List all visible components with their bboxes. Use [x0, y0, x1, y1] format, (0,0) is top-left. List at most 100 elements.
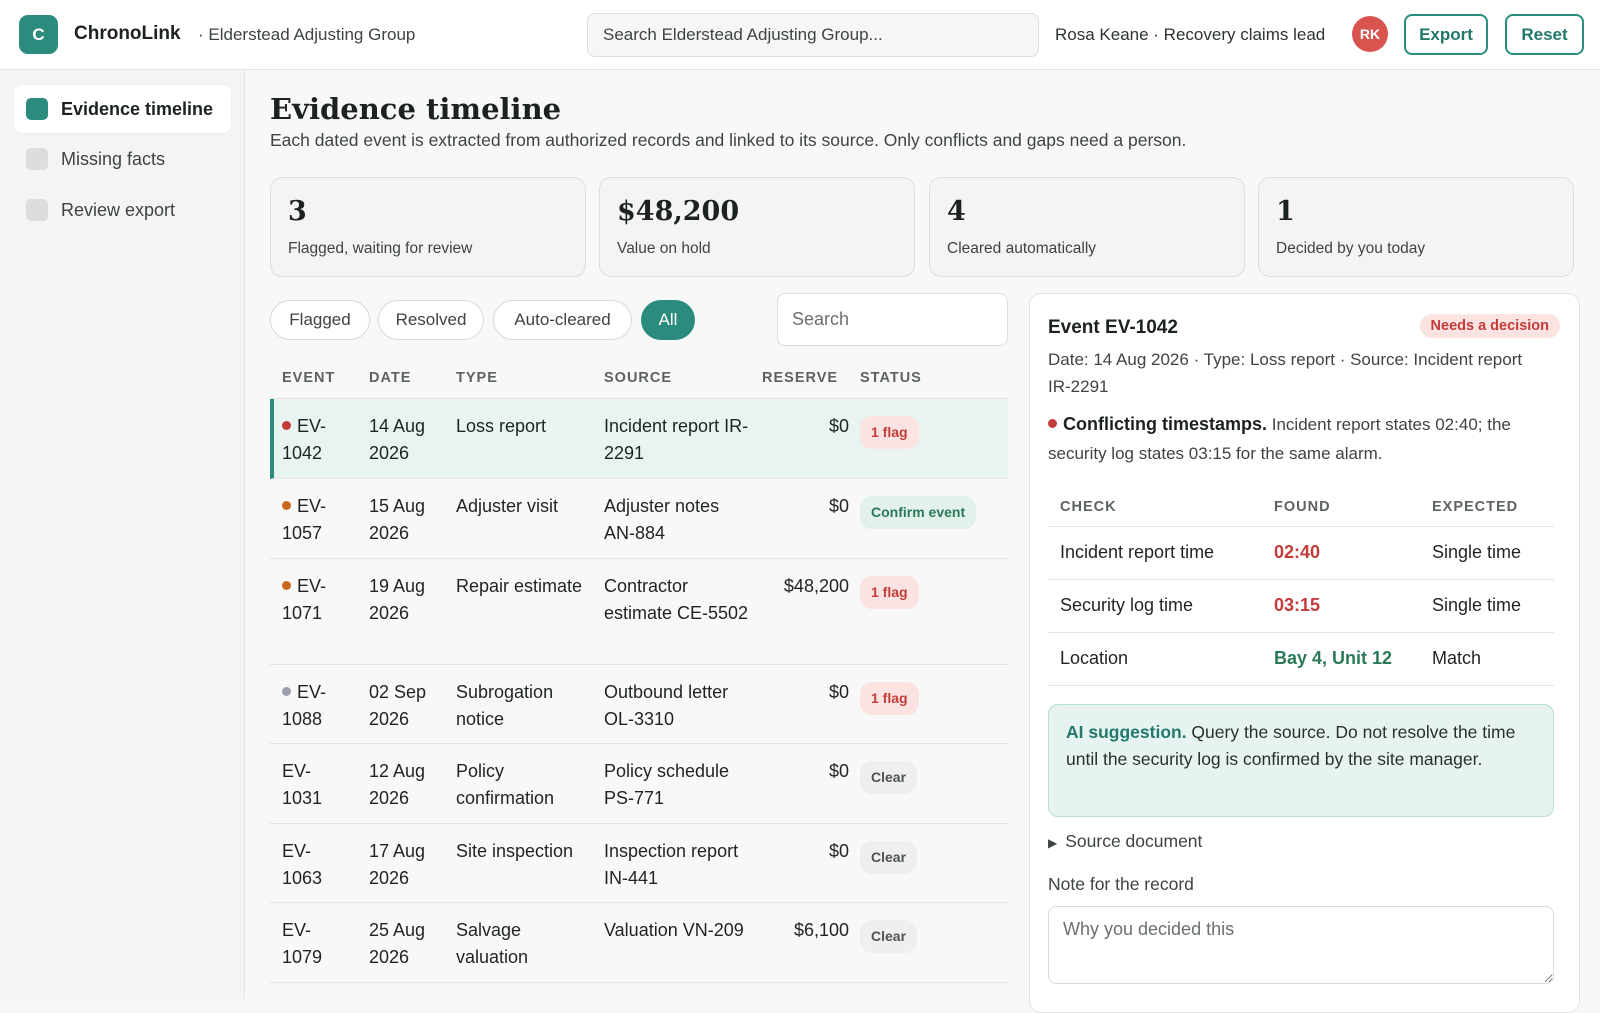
table-header: EVENT DATE TYPE SOURCE RESERVE STATUS	[270, 357, 1008, 399]
cell-event: EV- 1088	[282, 679, 362, 733]
cell-reserve: $0	[828, 496, 849, 516]
stat-label: Decided by you today	[1276, 240, 1426, 257]
cell-date: 19 Aug 2026	[369, 576, 426, 623]
cell-reserve: $48,200	[783, 576, 849, 596]
cell-reserve: $6,100	[793, 920, 849, 940]
table-row[interactable]: EV- 1031 12 Aug 2026 Policy confirmation Po…	[270, 744, 1008, 824]
ai-suggestion-title: AI suggestion.	[1066, 722, 1187, 742]
stat-value: 4	[947, 196, 966, 227]
column-header-event[interactable]: EVENT	[282, 370, 336, 386]
sidebar-item-evidence-timeline[interactable]: Evidence timeline	[14, 85, 231, 133]
ai-suggestion-box: AI suggestion. Query the source. Do not …	[1048, 704, 1554, 817]
event-id: EV- 1031	[282, 761, 323, 808]
reset-button[interactable]: Reset	[1505, 14, 1584, 55]
table-search-input[interactable]	[777, 293, 1008, 346]
table-row[interactable]: EV- 1071 19 Aug 2026 Repair estimate Contra…	[270, 559, 1008, 665]
status-badge: Clear	[860, 841, 918, 874]
cell-type: Subrogation notice	[456, 682, 554, 729]
cell-event: EV- 1063	[282, 838, 362, 892]
cell-type: Adjuster visit	[456, 496, 559, 516]
filter-chip-resolved[interactable]: Resolved	[378, 300, 484, 340]
cell-status: Confirm event	[860, 496, 977, 529]
cell-event: EV- 1031	[282, 758, 362, 812]
square-icon	[26, 98, 48, 120]
cell-type: Site inspection	[456, 841, 574, 861]
event-id: EV- 1088	[282, 682, 327, 729]
cell-status: Clear	[860, 761, 918, 794]
event-id: EV- 1079	[282, 920, 323, 967]
event-id: EV- 1071	[282, 576, 327, 623]
cell-event: EV- 1042	[282, 413, 362, 467]
event-meta: Date: 14 Aug 2026 · Type: Loss report · …	[1048, 350, 1523, 396]
status-badge: Needs a decision	[1419, 314, 1560, 338]
column-header-reserve[interactable]: RESERVE	[762, 370, 839, 386]
cell-status: Clear	[860, 920, 918, 953]
table-row[interactable]: EV- 1063 17 Aug 2026 Site inspection Inspec…	[270, 824, 1008, 903]
stat-value: $48,200	[617, 196, 740, 227]
stat-value: 3	[288, 196, 307, 227]
sidebar-item-label: Missing facts	[61, 148, 166, 169]
note-textarea[interactable]	[1048, 906, 1554, 984]
sidebar-item-label: Review export	[61, 199, 176, 220]
cell-status: 1 flag	[860, 416, 919, 449]
cell-source: Contractor estimate CE-5502	[604, 576, 749, 623]
stat-label: Value on hold	[617, 240, 711, 257]
check-table-header: CHECK FOUND EXPECTED	[1048, 491, 1554, 527]
filter-chip-all[interactable]: All	[641, 300, 695, 340]
status-badge: 1 flag	[860, 576, 919, 609]
sidebar-item-review-export[interactable]: Review export	[14, 186, 231, 234]
cell-date: 14 Aug 2026	[369, 416, 426, 463]
column-header-type[interactable]: TYPE	[456, 370, 498, 386]
cell-reserve: $0	[828, 761, 849, 781]
check-expected: Match	[1432, 648, 1482, 668]
caret-right-icon: ▶	[1048, 836, 1058, 850]
table-row[interactable]: EV- 1088 02 Sep 2026 Subrogation notice Out…	[270, 665, 1008, 744]
cell-reserve: $0	[828, 682, 849, 702]
cell-status: Clear	[860, 841, 918, 874]
conflict-summary: Conflicting timestamps. Incident report …	[1048, 410, 1558, 468]
table-row[interactable]: EV- 1042 14 Aug 2026 Loss report Incident r…	[270, 399, 1008, 479]
square-icon	[26, 199, 48, 221]
table-row[interactable]: EV- 1057 15 Aug 2026 Adjuster visit Adjuste…	[270, 479, 1008, 559]
table-row[interactable]: EV- 1079 25 Aug 2026 Salvage valuation Valu…	[270, 903, 1008, 983]
event-id: EV- 1063	[282, 841, 323, 888]
column-header-expected: EXPECTED	[1432, 499, 1519, 515]
event-title: Event EV-1042	[1048, 317, 1178, 338]
cell-source: Incident report IR-2291	[604, 416, 749, 463]
source-document-label: Source document	[1065, 831, 1203, 851]
global-search-input[interactable]	[587, 13, 1039, 57]
filter-chip-auto-cleared[interactable]: Auto-cleared	[493, 300, 632, 340]
red-dot-icon	[1048, 419, 1057, 428]
event-id: EV- 1042	[282, 416, 327, 463]
app-logo: C	[19, 15, 58, 54]
cell-type: Policy confirmation	[456, 761, 555, 808]
top-bar: C ChronoLink · Elderstead Adjusting Grou…	[0, 0, 1600, 70]
page-subtitle: Each dated event is extracted from autho…	[270, 130, 1187, 150]
export-button[interactable]: Export	[1404, 14, 1488, 55]
cell-date: 02 Sep 2026	[369, 682, 427, 729]
check-row: Incident report time 02:40 Single time	[1048, 527, 1554, 580]
main-content: Evidence timeline Each dated event is ex…	[245, 70, 1600, 1013]
avatar[interactable]: RK	[1352, 16, 1388, 52]
check-expected: Single time	[1432, 542, 1522, 562]
column-header-status[interactable]: STATUS	[860, 370, 922, 386]
check-row: Location Bay 4, Unit 12 Match	[1048, 633, 1554, 686]
check-table: CHECK FOUND EXPECTED Incident report tim…	[1048, 491, 1554, 686]
filter-chip-flagged[interactable]: Flagged	[270, 300, 370, 340]
cell-source: Inspection report IN-441	[604, 841, 739, 888]
column-header-source[interactable]: SOURCE	[604, 370, 673, 386]
cell-date: 15 Aug 2026	[369, 496, 426, 543]
column-header-date[interactable]: DATE	[369, 370, 412, 386]
check-name: Security log time	[1060, 595, 1194, 615]
cell-source: Valuation VN-209	[604, 920, 744, 940]
status-dot-icon	[282, 687, 291, 696]
cell-reserve: $0	[828, 841, 849, 861]
note-label: Note for the record	[1048, 874, 1194, 894]
cell-event: EV- 1071	[282, 573, 362, 627]
source-document-toggle[interactable]: ▶ Source document	[1048, 831, 1202, 852]
sidebar: Evidence timeline Missing facts Review e…	[0, 70, 245, 999]
stat-card-value-on-hold: $48,200 Value on hold	[599, 177, 915, 277]
table-body: EV- 1042 14 Aug 2026 Loss report Incident r…	[270, 399, 1008, 983]
status-dot-icon	[282, 581, 291, 590]
sidebar-item-missing-facts[interactable]: Missing facts	[14, 135, 231, 183]
